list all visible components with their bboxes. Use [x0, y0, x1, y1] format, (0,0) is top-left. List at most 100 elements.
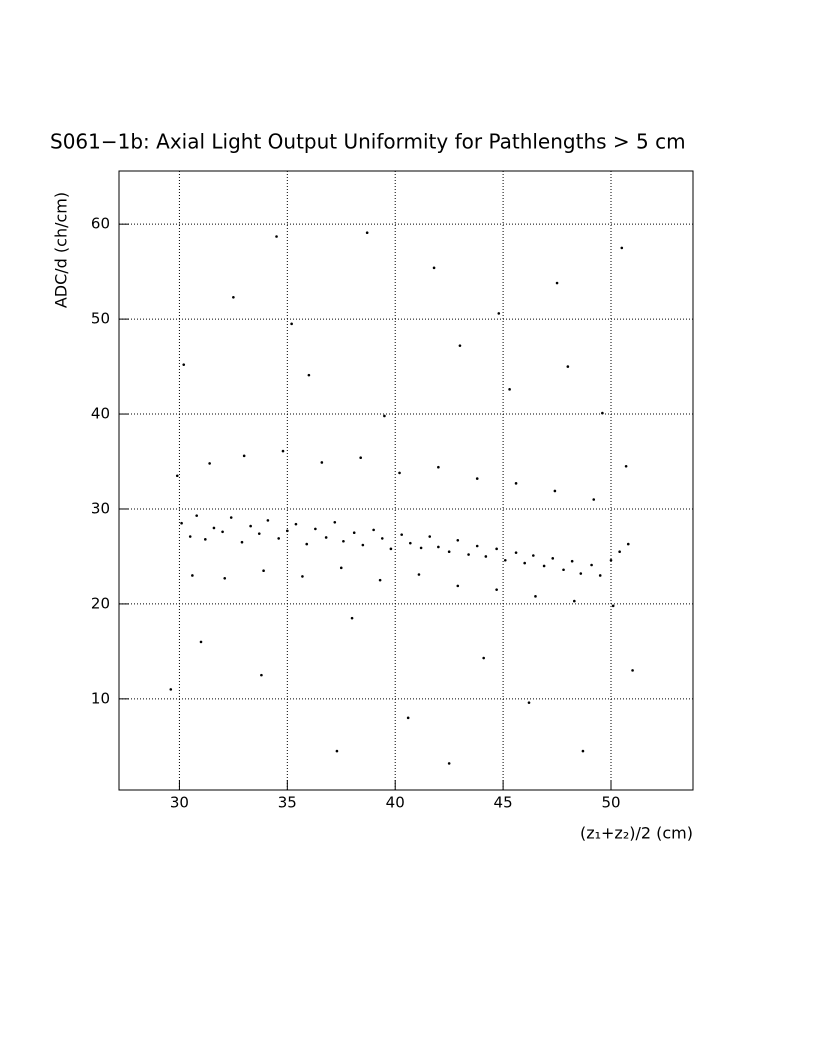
point — [301, 575, 304, 578]
point — [419, 546, 423, 550]
point — [180, 521, 183, 525]
point — [437, 465, 440, 469]
point — [618, 550, 621, 554]
point — [290, 322, 293, 326]
point — [475, 544, 479, 548]
point — [294, 522, 298, 526]
point — [229, 516, 233, 519]
x-tick-label: 45 — [494, 794, 513, 812]
point — [333, 520, 337, 524]
point — [598, 574, 602, 577]
point — [437, 545, 440, 549]
point — [314, 527, 317, 531]
point — [456, 539, 460, 542]
point — [249, 524, 252, 528]
point — [232, 295, 235, 299]
point — [620, 246, 624, 250]
point — [277, 537, 280, 540]
y-tick-label: 30 — [91, 499, 110, 517]
point — [497, 312, 501, 315]
point — [475, 477, 479, 480]
point — [447, 762, 451, 765]
x-tick-label: 40 — [386, 794, 405, 812]
point — [482, 656, 485, 660]
point — [551, 557, 555, 560]
plot-frame — [118, 170, 694, 791]
point — [365, 231, 369, 235]
point — [352, 531, 356, 535]
point — [503, 558, 507, 562]
point — [495, 588, 498, 591]
point — [212, 526, 216, 530]
point — [592, 498, 596, 501]
point — [262, 569, 265, 572]
point — [383, 414, 386, 418]
point — [182, 363, 186, 366]
y-tick-label: 40 — [91, 405, 110, 423]
point — [188, 535, 192, 538]
point — [570, 559, 574, 563]
point — [458, 344, 462, 347]
point — [350, 616, 354, 620]
point — [601, 411, 604, 415]
point — [514, 482, 518, 485]
chart-title: S061−1b: Axial Light Output Uniformity f… — [50, 130, 686, 154]
point — [532, 554, 535, 557]
point — [195, 514, 198, 517]
point — [281, 449, 285, 453]
point — [286, 529, 289, 533]
point — [275, 235, 278, 238]
point — [409, 541, 412, 545]
point — [191, 574, 194, 577]
point — [339, 566, 343, 570]
point — [208, 462, 211, 465]
point — [320, 461, 324, 464]
point — [359, 456, 362, 460]
point — [566, 365, 570, 368]
point — [495, 547, 498, 551]
point — [175, 474, 179, 478]
y-tick-label: 50 — [91, 310, 110, 328]
point — [335, 749, 339, 753]
point — [579, 572, 583, 575]
y-tick-label: 60 — [91, 215, 110, 233]
point — [456, 584, 460, 588]
point — [514, 551, 518, 554]
y-axis-label: ADC/d (ch/cm) — [52, 192, 71, 308]
point — [508, 388, 511, 391]
point — [389, 547, 393, 551]
point — [378, 578, 382, 582]
y-tick-label: 20 — [91, 594, 110, 612]
point — [242, 454, 246, 458]
point — [307, 373, 311, 377]
point — [266, 519, 270, 522]
x-axis-label: (z₁+z₂)/2 (cm) — [580, 824, 693, 843]
point — [260, 673, 263, 677]
point — [609, 558, 613, 562]
point — [542, 564, 546, 568]
point — [372, 528, 375, 532]
x-tick-label: 30 — [170, 794, 189, 812]
point — [626, 542, 630, 546]
point — [199, 640, 203, 644]
point — [631, 669, 634, 672]
point — [562, 568, 565, 572]
point — [611, 604, 615, 608]
point — [624, 464, 628, 468]
point — [240, 540, 244, 544]
point — [447, 550, 451, 554]
point — [257, 532, 261, 535]
point — [573, 599, 576, 603]
point — [400, 533, 403, 536]
point — [380, 537, 384, 540]
point — [555, 281, 559, 285]
point — [428, 535, 432, 538]
point — [527, 701, 531, 704]
point — [590, 563, 593, 567]
point — [305, 542, 309, 546]
point — [581, 749, 585, 753]
point — [398, 471, 401, 475]
point — [467, 553, 470, 556]
point — [204, 538, 207, 541]
